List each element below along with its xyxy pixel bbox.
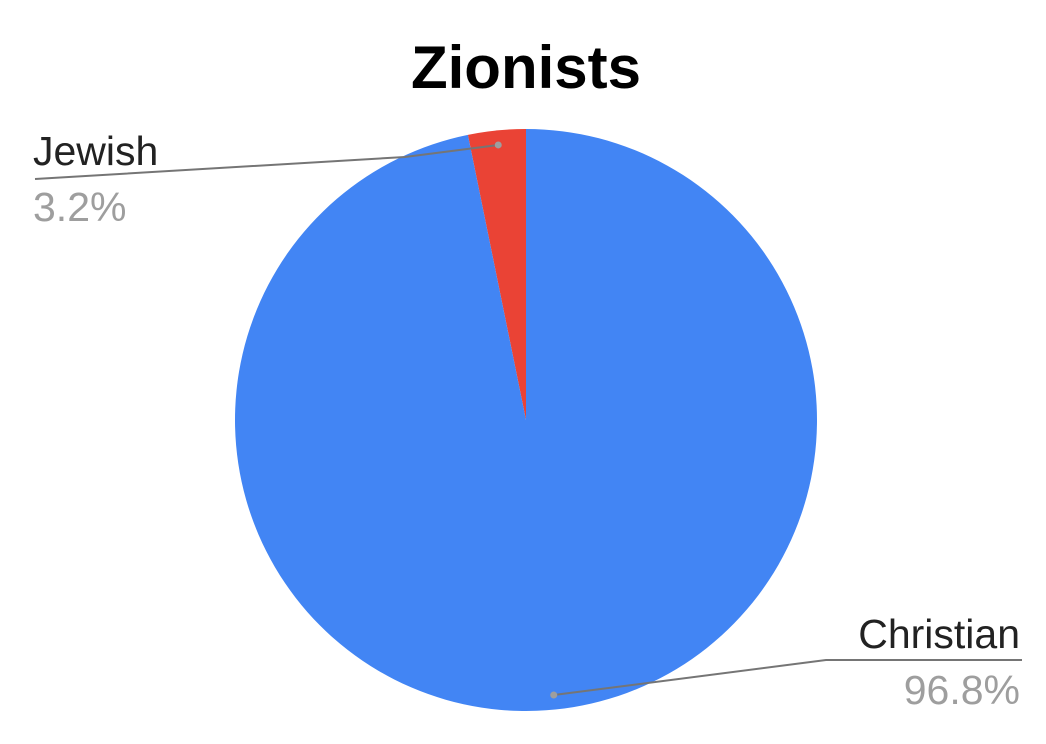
leader-dot-christian: [550, 691, 558, 699]
slice-percent-jewish: 3.2%: [33, 184, 126, 230]
pie-slices: [235, 129, 818, 711]
slice-percent-christian: 96.8%: [904, 667, 1020, 713]
leader-line-christian: [553, 659, 1022, 697]
leader-line-jewish: [34, 143, 499, 180]
leader-dot-jewish: [494, 141, 502, 149]
slice-labels: Jewish 3.2% Christian 96.8%: [33, 128, 1022, 713]
slice-label-christian: Christian: [858, 611, 1020, 657]
slice-label-jewish: Jewish: [33, 128, 158, 174]
pie-slice-christian: [235, 129, 818, 711]
pie-slice-jewish: [467, 129, 526, 420]
chart-title: Zionists: [411, 34, 641, 101]
